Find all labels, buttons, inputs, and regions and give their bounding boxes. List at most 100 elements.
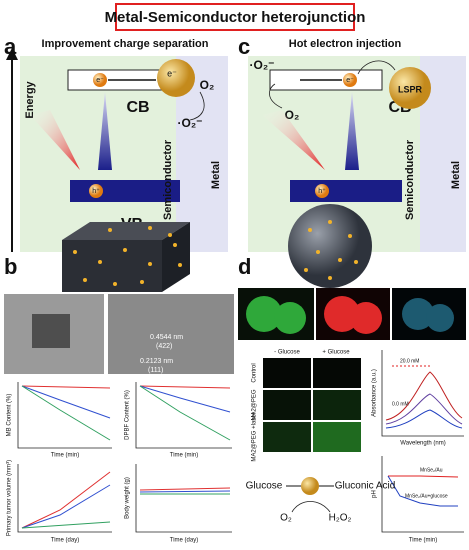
cube-side (162, 222, 190, 292)
series-label: MnSe₂/Au (420, 467, 443, 473)
excitation-arrow (98, 92, 112, 170)
curve (385, 409, 463, 429)
plane-label: (422) (156, 343, 172, 350)
injection-arrow (357, 60, 396, 75)
axis-label: Primary tumor volume (mm³) (7, 460, 13, 536)
panel-label: a (4, 34, 17, 59)
panel-a: a Improvement charge separation Energy C… (4, 34, 228, 252)
annotation: 0.0 mM (392, 401, 409, 407)
electron-label: e⁻ (346, 77, 354, 84)
vb-box (290, 180, 402, 202)
red-signal (350, 302, 382, 334)
lspr-label: LSPR (398, 84, 423, 94)
lattice-label: 0.2123 nm (140, 358, 173, 365)
axis-label: Time (day) (51, 538, 79, 544)
reaction-arrow (269, 83, 283, 109)
cube-dots (73, 226, 182, 286)
series-label: MnSe₂/Au+glucose (405, 493, 448, 499)
green-signal (246, 296, 282, 332)
curve (21, 385, 111, 441)
cell-image (313, 358, 361, 388)
title: Metal-Semiconductor heterojunction (105, 9, 366, 26)
curve (21, 521, 111, 529)
cube-front (62, 240, 162, 292)
axis-label: Body weight (g) (125, 477, 131, 519)
row-label: MA2@PEG +laser (252, 412, 258, 461)
metal-particle (157, 59, 195, 97)
row-label: MA2@PEG (252, 389, 258, 420)
cube-top (62, 222, 190, 240)
light-beam (262, 110, 325, 170)
row-label: Control (252, 363, 258, 382)
axis-label: pH (372, 490, 378, 498)
sphere-dots (304, 220, 358, 280)
panel-b: b 0.4544 nm (422) 0.2123 nm (111) MB Con… (4, 222, 234, 544)
excitation-arrow (345, 92, 359, 170)
title-box (115, 3, 355, 31)
axis-label: Absorbance (a.u.) (372, 369, 378, 417)
substrate: Glucose (246, 481, 283, 492)
axis-label: Time (day) (170, 538, 198, 544)
electron-label: e⁻ (96, 77, 104, 84)
metal-particle (389, 67, 431, 109)
arrowhead (6, 48, 18, 60)
curve (139, 385, 231, 413)
metal-label: Metal (210, 161, 222, 189)
hole-label: h⁺ (318, 188, 326, 195)
cell-image (313, 390, 361, 420)
semiconductor-label: Semiconductor (162, 139, 174, 220)
cyan-signal (402, 298, 434, 330)
electron (93, 73, 107, 87)
superoxide-label: ·O₂⁻ (250, 58, 275, 72)
o2-label: O₂ (285, 108, 300, 122)
nanosphere (288, 204, 372, 288)
lattice-label: 0.4544 nm (150, 334, 183, 341)
curve (139, 487, 231, 491)
axis-label: Wavelength (nm) (400, 441, 445, 447)
superoxide-label: ·O₂⁻ (178, 116, 203, 130)
plane-label: (111) (148, 367, 163, 374)
cell-image (313, 422, 361, 452)
light-beam (30, 110, 80, 170)
axis (381, 350, 464, 437)
curve (387, 475, 458, 507)
electron-label: e⁻ (167, 68, 177, 78)
curve (21, 385, 111, 389)
metal-label: Metal (450, 161, 462, 189)
panel-label: c (238, 34, 250, 59)
axis-label: Time (min) (170, 453, 198, 459)
cb-label: CB (126, 99, 149, 116)
curve (139, 385, 231, 441)
axis-label: Time (min) (51, 453, 79, 459)
curve (21, 385, 111, 419)
curve (139, 490, 231, 493)
column-header: - Glucose (274, 350, 300, 356)
cell-image (263, 358, 311, 388)
column-header: + Glucose (322, 350, 350, 356)
subtitle: Hot electron injection (289, 38, 402, 50)
hole (89, 184, 103, 198)
annotation: 20.0 mM (400, 358, 419, 364)
catalyst (301, 477, 319, 495)
curve (139, 385, 231, 389)
axis-label: Time (min) (409, 538, 437, 544)
cell-image (263, 390, 311, 420)
curve (21, 471, 111, 529)
axis-label: MB Content (%) (7, 394, 13, 437)
o2-label: O₂ (200, 78, 215, 92)
hole (315, 184, 329, 198)
curve (385, 393, 463, 425)
curve (21, 484, 111, 529)
semiconductor-label: Semiconductor (404, 139, 416, 220)
cell-image (263, 422, 311, 452)
subtitle: Improvement charge separation (42, 38, 209, 50)
axis (17, 382, 112, 449)
axis-label: DPBF Content (%) (125, 390, 131, 440)
energy-label: Energy (24, 80, 36, 118)
particle (32, 314, 70, 348)
hrtem-image (108, 294, 234, 374)
green-signal (274, 302, 306, 334)
h2o2-label: H₂O₂ (329, 513, 352, 524)
curve (385, 371, 463, 421)
